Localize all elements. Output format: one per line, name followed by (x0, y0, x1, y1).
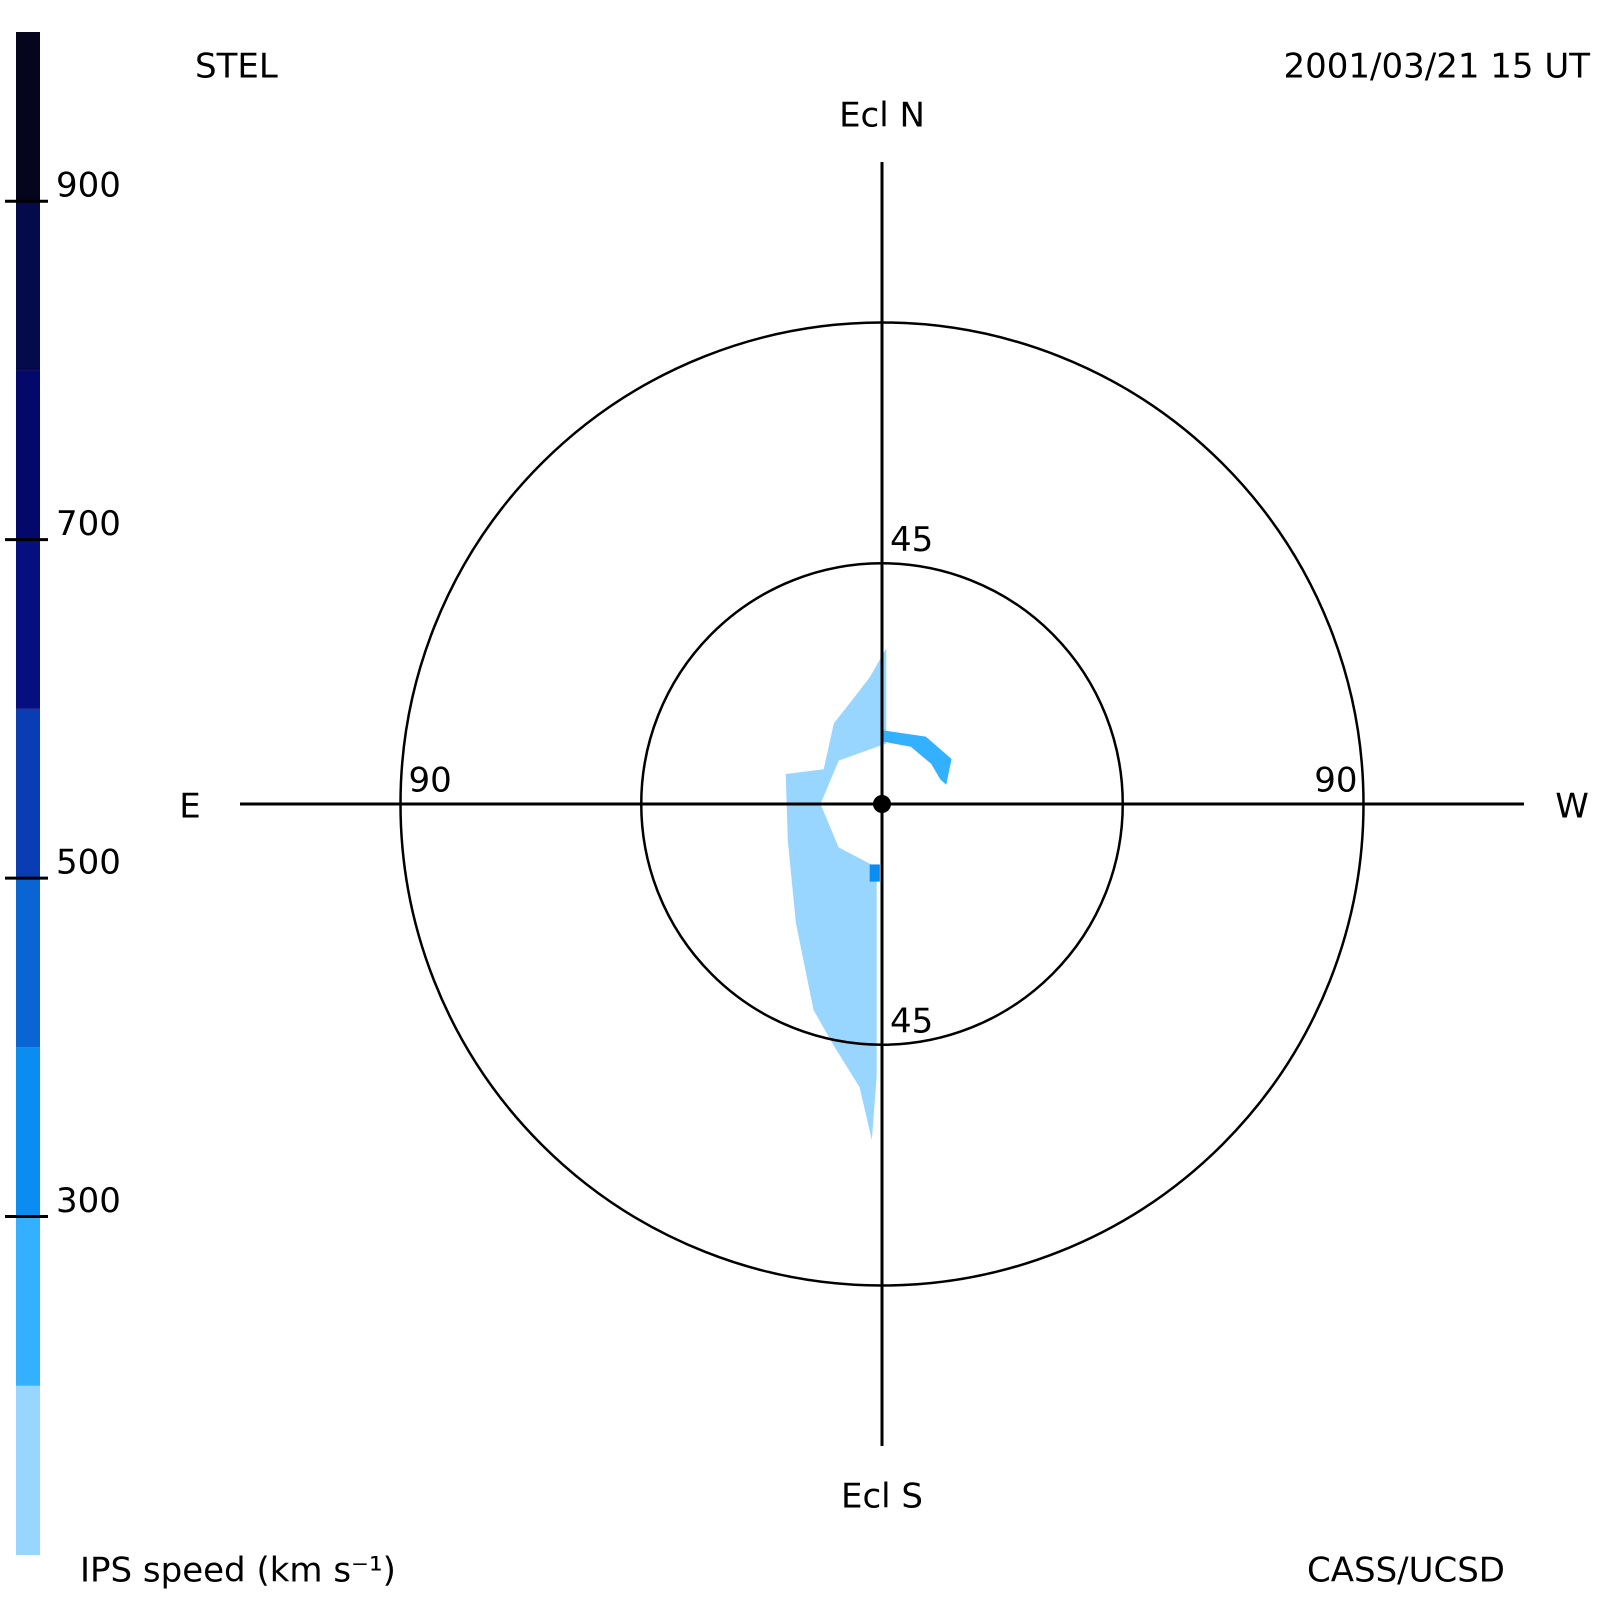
elongation-ring (640, 562, 1124, 1046)
elongation-ring (399, 321, 1365, 1287)
colorbar-band (16, 708, 40, 879)
chart-title: STEL (195, 47, 278, 87)
speed-region (882, 730, 952, 785)
ring-label: 45 (890, 520, 933, 560)
speed-region (869, 864, 880, 882)
direction-label: W (1555, 787, 1589, 827)
ring-label: 45 (890, 1001, 933, 1041)
ring-label: 90 (409, 761, 452, 801)
direction-label: Ecl N (839, 96, 925, 136)
colorbar-band (16, 1047, 40, 1217)
sun (873, 795, 891, 813)
chart-subtitle: 2001/03/21 15 UT (1284, 47, 1591, 87)
colorbar-band (16, 539, 40, 709)
colorbar-band (16, 201, 40, 371)
colorbar-tick-label: 300 (56, 1181, 121, 1221)
speed-region (785, 648, 887, 1140)
colorbar-band (16, 1216, 40, 1386)
direction-label: Ecl S (841, 1477, 923, 1517)
colorbar-label: IPS speed (km s⁻¹) (80, 1551, 396, 1591)
colorbar-tick-label: 500 (56, 843, 121, 883)
direction-label: E (179, 787, 200, 827)
ring-label: 90 (1314, 761, 1357, 801)
colorbar-tick-label: 900 (56, 166, 121, 206)
colorbar-band (16, 1385, 40, 1555)
colorbar-tick-label: 700 (56, 504, 121, 544)
colorbar-band (16, 370, 40, 540)
credit: CASS/UCSD (1307, 1551, 1505, 1591)
colorbar-band (16, 32, 40, 202)
colorbar-band (16, 878, 40, 1048)
